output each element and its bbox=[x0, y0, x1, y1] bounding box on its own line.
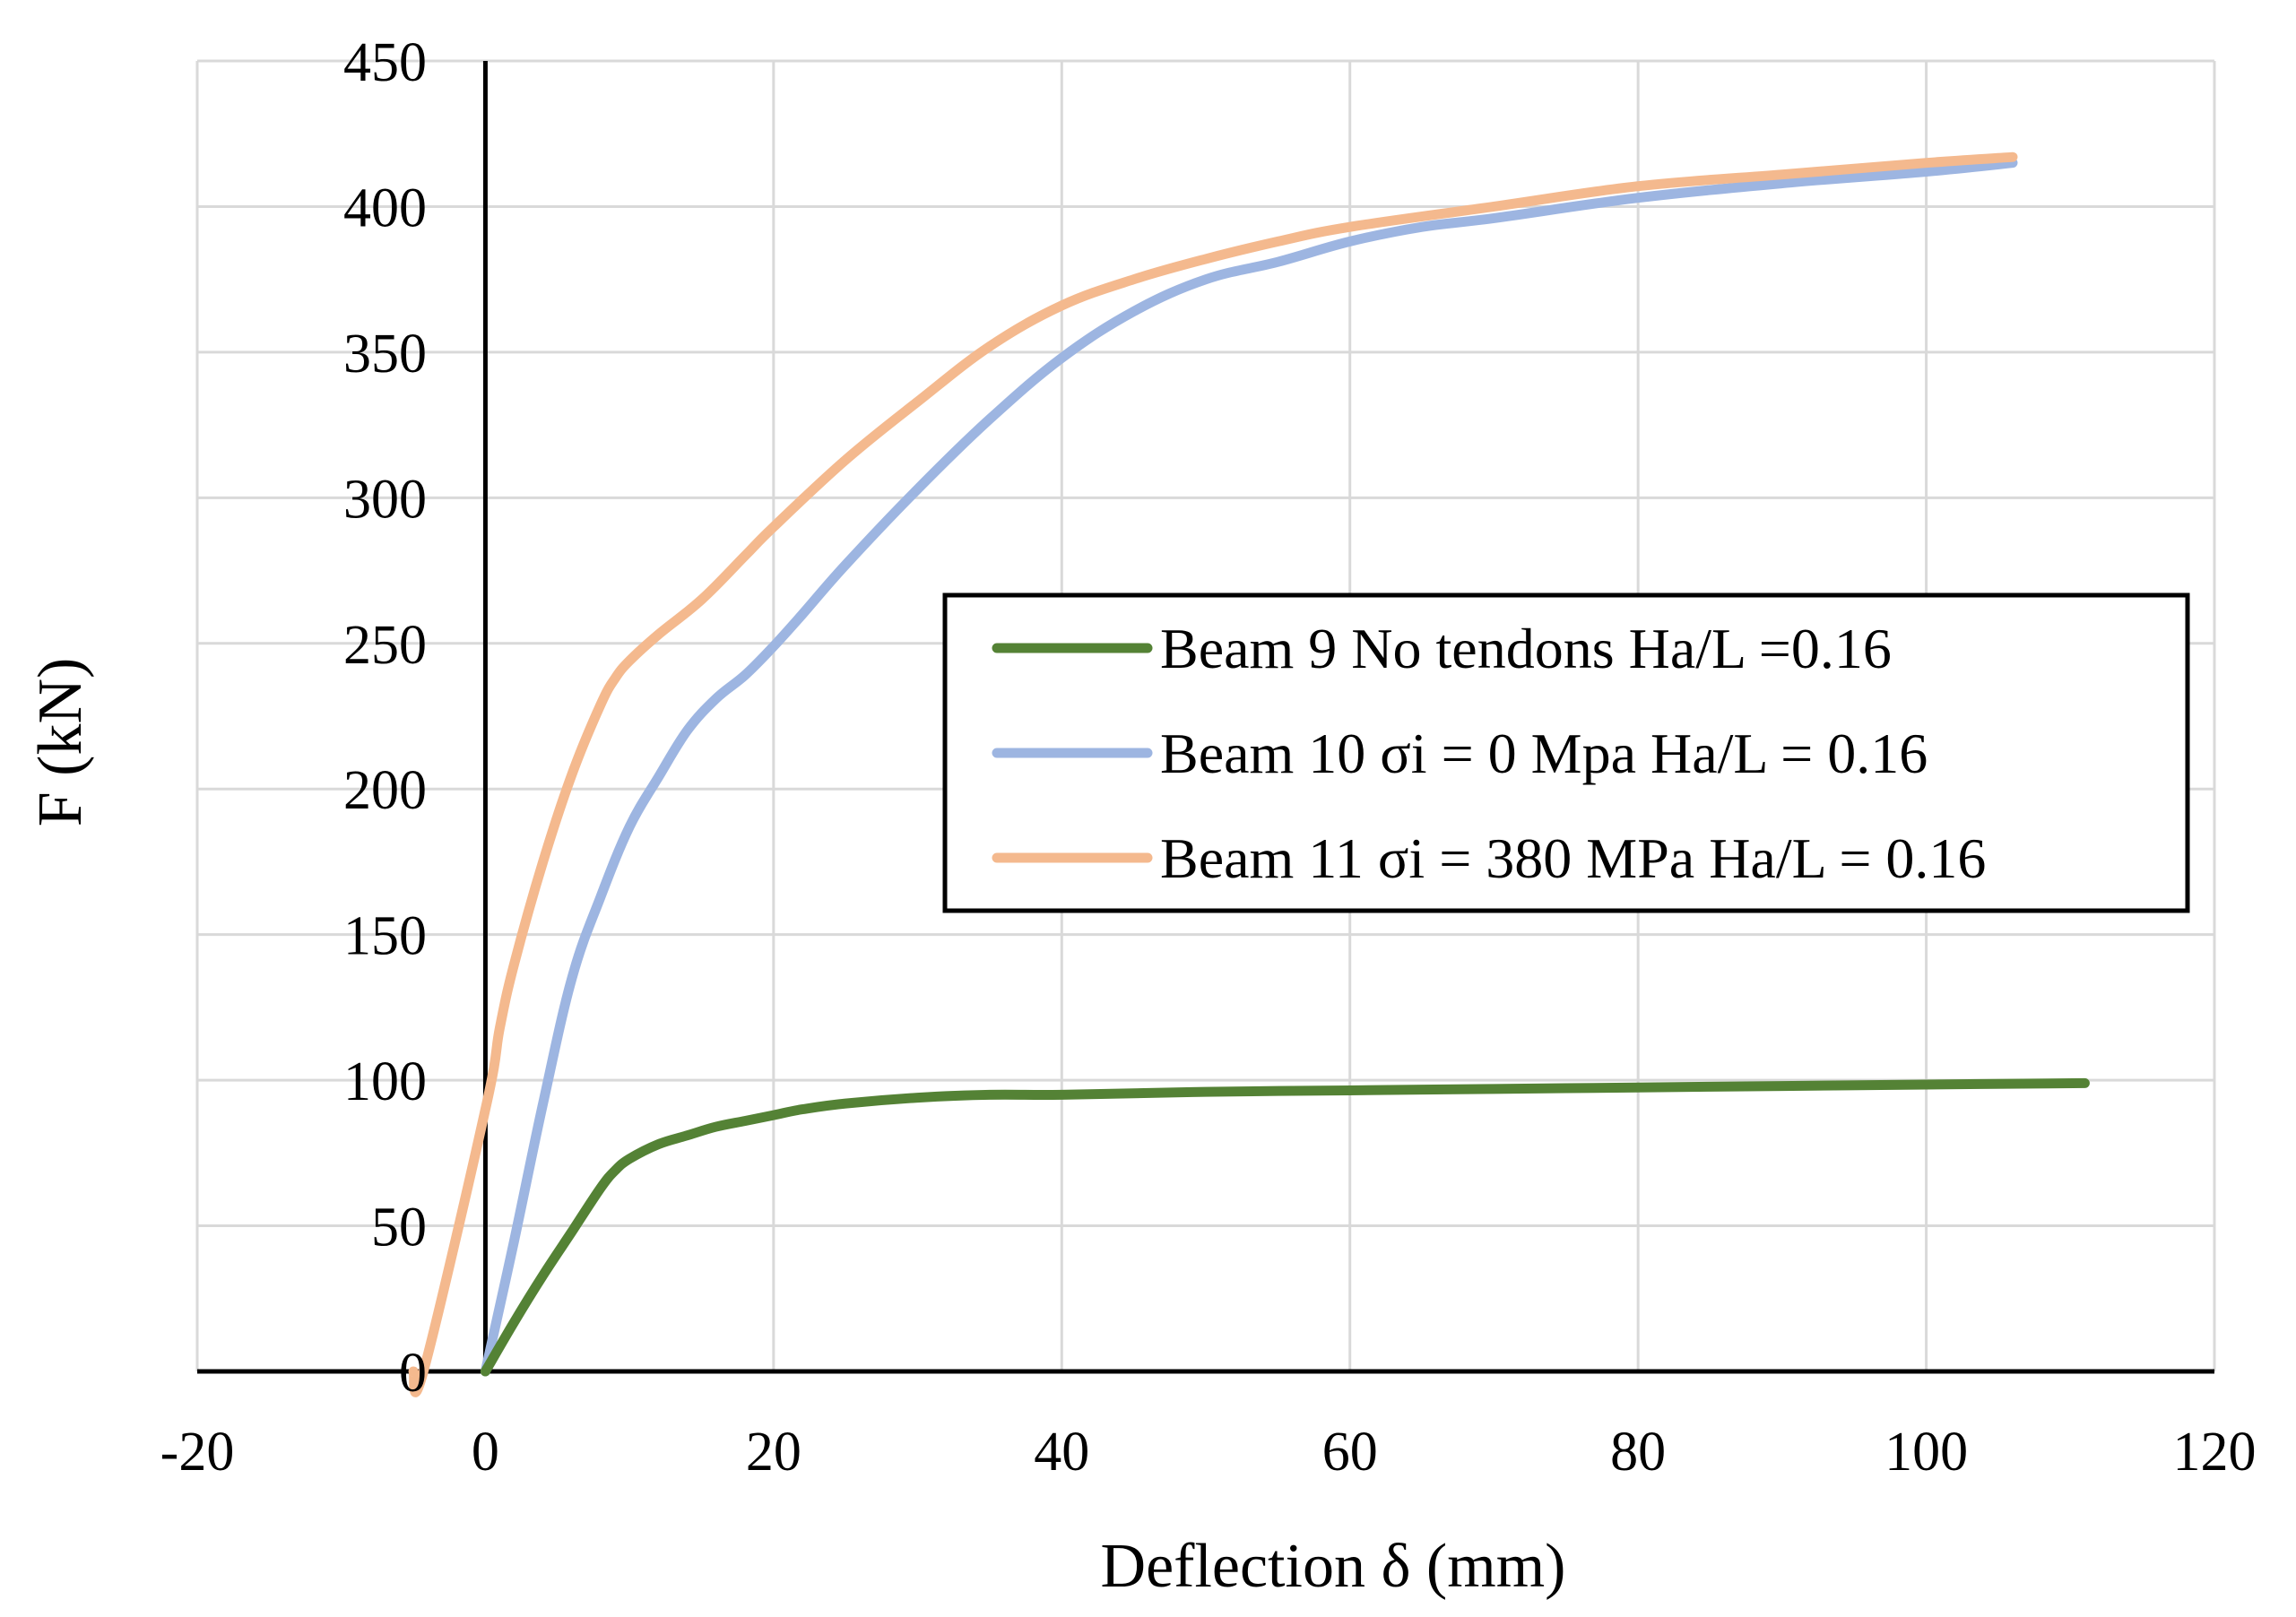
y-tick-label: 250 bbox=[343, 615, 427, 676]
y-tick-label: 150 bbox=[343, 906, 427, 967]
y-axis-title: F (kN) bbox=[26, 658, 95, 827]
x-tick-label: 40 bbox=[1034, 1422, 1089, 1483]
legend-label-2: Beam 10 σi = 0 Mpa Ha/L = 0.16 bbox=[1160, 722, 1928, 785]
y-tick-label: 450 bbox=[343, 32, 427, 93]
y-tick-label: 50 bbox=[371, 1198, 427, 1258]
y-tick-label: 100 bbox=[343, 1051, 427, 1112]
y-tick-label: 400 bbox=[343, 177, 427, 238]
x-tick-label: 20 bbox=[746, 1422, 801, 1483]
axes bbox=[197, 61, 2214, 1374]
x-tick-label: 80 bbox=[1610, 1422, 1666, 1483]
series-line-2 bbox=[480, 158, 2018, 1377]
x-tick-label: -20 bbox=[160, 1422, 235, 1483]
y-tick-label: 350 bbox=[343, 324, 427, 385]
y-tick-label: 0 bbox=[399, 1343, 427, 1404]
x-tick-label: 100 bbox=[1884, 1422, 1968, 1483]
series-line-1 bbox=[480, 1077, 2090, 1377]
tick-labels: -20 0 20 40 60 80 100 120 0 50 100 150 200 250 300 350 4… bbox=[160, 32, 2257, 1483]
series-line-3 bbox=[408, 151, 2018, 1397]
x-tick-label: 60 bbox=[1322, 1422, 1378, 1483]
legend-label-3: Beam 11 σi = 380 MPa Ha/L = 0.16 bbox=[1160, 826, 1986, 890]
x-tick-label: 0 bbox=[472, 1422, 499, 1483]
legend-label-1: Beam 9 No tendons Ha/L =0.16 bbox=[1160, 617, 1892, 680]
legend: Beam 9 No tendons Ha/L =0.16 Beam 10 σi =… bbox=[942, 592, 2190, 913]
y-tick-label: 200 bbox=[343, 760, 427, 821]
x-tick-label: 120 bbox=[2173, 1422, 2257, 1483]
series-lines bbox=[408, 151, 2090, 1397]
y-tick-label: 300 bbox=[343, 469, 427, 530]
x-axis-title: Deflection δ (mm) bbox=[1101, 1532, 1566, 1601]
